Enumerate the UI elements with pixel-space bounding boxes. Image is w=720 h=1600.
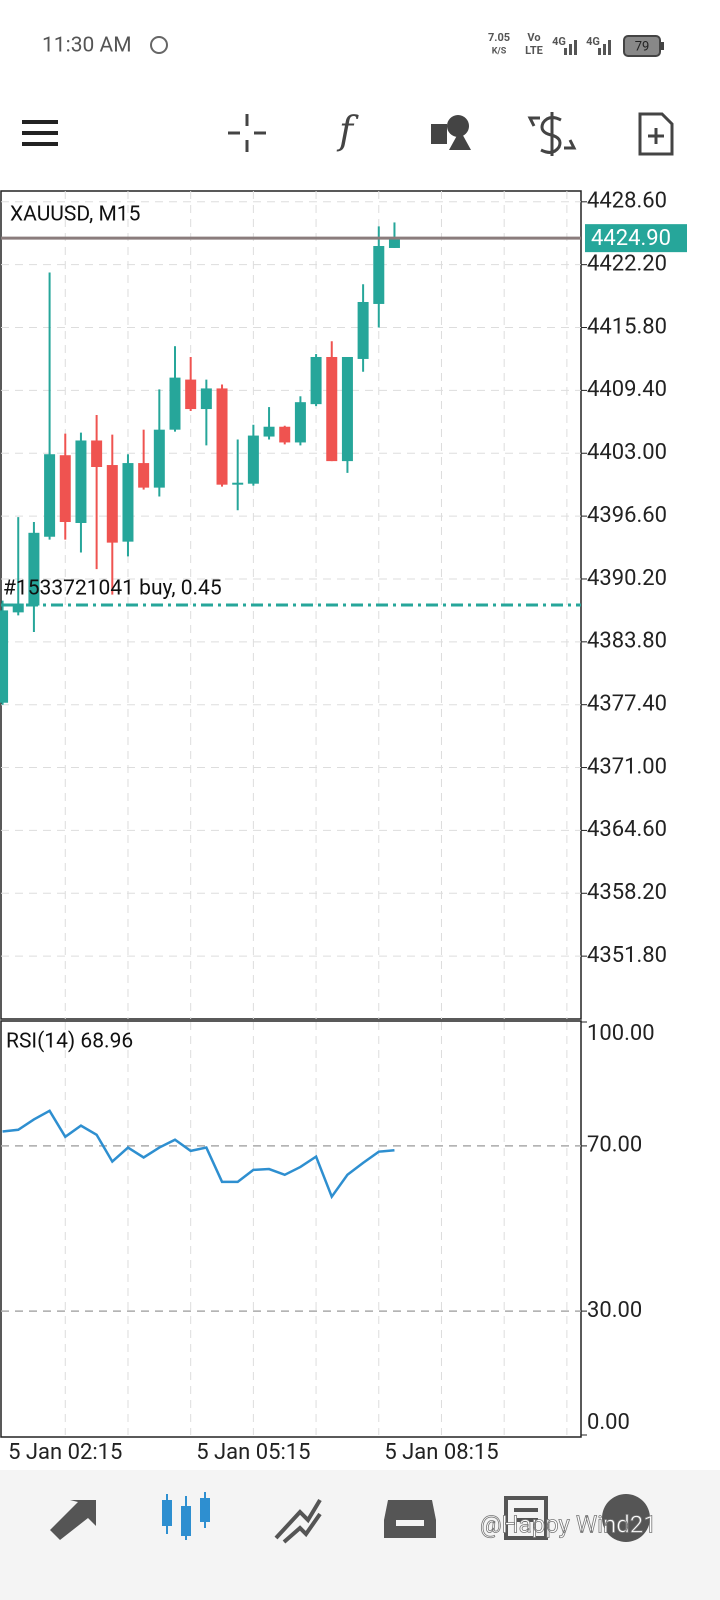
y-tick-label: 4415.80: [587, 314, 667, 339]
battery: [623, 35, 661, 57]
candle-body: [357, 301, 369, 359]
candle-body: [263, 426, 275, 437]
candle-body: [232, 482, 244, 485]
candle-body: [247, 435, 259, 484]
x-tick-label: 5 Jan 02:15: [8, 1440, 122, 1465]
y-tick-label: 4383.80: [587, 629, 667, 654]
price-tag-label: 4424.90: [591, 226, 671, 251]
clock: 11:30 AM: [42, 34, 132, 58]
network: 4G: [552, 35, 566, 48]
candle-body: [169, 377, 181, 430]
net-speed-unit: K/S: [492, 46, 507, 56]
status-icon: [150, 36, 168, 54]
candle-body: [0, 610, 9, 703]
messages-tab[interactable]: [602, 1494, 650, 1542]
y-tick-label: 4371.00: [587, 754, 667, 779]
net-speed: 7.05: [488, 31, 510, 44]
chart-tab[interactable]: [162, 1492, 210, 1540]
candle-body: [122, 463, 134, 542]
y-tick-label: 4358.20: [587, 880, 667, 905]
candle-body: [75, 440, 87, 523]
chart-title: RSI(14) 68.96: [6, 1030, 133, 1054]
y-tick-label: 4409.40: [587, 377, 667, 402]
rsi-frame: [0, 1020, 582, 1438]
candle-body: [279, 426, 291, 443]
candle-body: [373, 246, 385, 304]
x-tick-label: 5 Jan 05:15: [196, 1440, 310, 1465]
network: 4G: [586, 35, 600, 48]
y-tick-label: 4403.00: [587, 440, 667, 465]
price-tag: [585, 224, 687, 253]
battery-tip: [661, 42, 664, 50]
candle-body: [294, 402, 306, 443]
y-tick-label: 4422.20: [587, 251, 667, 276]
y-tick-label: 0.00: [587, 1410, 630, 1435]
bottom-nav: [0, 1470, 720, 1600]
indicators-button[interactable]: f: [336, 109, 359, 153]
order-label: #1533721041 buy, 0.45: [3, 577, 222, 601]
signal: [598, 40, 611, 55]
objects-button[interactable]: [431, 115, 471, 150]
battery-level: 79: [635, 39, 650, 54]
menu-button[interactable]: [22, 120, 58, 146]
y-tick-label: 4428.60: [587, 189, 667, 214]
candle-body: [326, 356, 338, 462]
history-tab[interactable]: [384, 1500, 436, 1538]
volte: Vo: [527, 31, 540, 44]
y-tick-label: 100.00: [587, 1021, 655, 1046]
candle-body: [185, 379, 197, 410]
candle-body: [216, 388, 228, 485]
y-tick-label: 4390.20: [587, 566, 667, 591]
y-tick-label: 4396.60: [587, 503, 667, 528]
candle-body: [341, 356, 353, 462]
symbols-button[interactable]: [527, 112, 577, 156]
candle-body: [138, 463, 150, 488]
volte: LTE: [525, 44, 543, 57]
candle-body: [153, 429, 165, 488]
rsi-line: [2, 1109, 395, 1200]
x-tick-label: 5 Jan 08:15: [384, 1440, 498, 1465]
news-tab[interactable]: [504, 1496, 548, 1540]
chart-layer: 4428.60 4422.20 4415.80 4409.40 4403.00 4396.…: [0, 189, 687, 1465]
candle-body: [310, 356, 322, 405]
signal: [564, 40, 577, 55]
candle-body: [91, 440, 103, 467]
crosshair-button[interactable]: [228, 114, 266, 152]
chart-title: XAUUSD, M15: [10, 203, 140, 227]
y-tick-label: 30.00: [587, 1298, 642, 1323]
candle-body: [200, 388, 212, 410]
y-tick-label: 4364.60: [587, 817, 667, 842]
trade-tab[interactable]: [274, 1498, 322, 1544]
y-tick-label: 70.00: [587, 1133, 642, 1158]
candle-body: [12, 603, 24, 613]
candle-body: [28, 532, 40, 606]
candle-body: [59, 455, 71, 523]
new-order-button[interactable]: [638, 112, 674, 156]
candle-body: [44, 454, 56, 537]
candle-body: [388, 238, 400, 248]
y-tick-label: 4377.40: [587, 692, 667, 717]
watermark: @Happy Wind21: [480, 1510, 657, 1538]
candle-body: [106, 465, 118, 543]
quotes-tab[interactable]: [50, 1500, 96, 1540]
y-tick-label: 4351.80: [587, 943, 667, 968]
